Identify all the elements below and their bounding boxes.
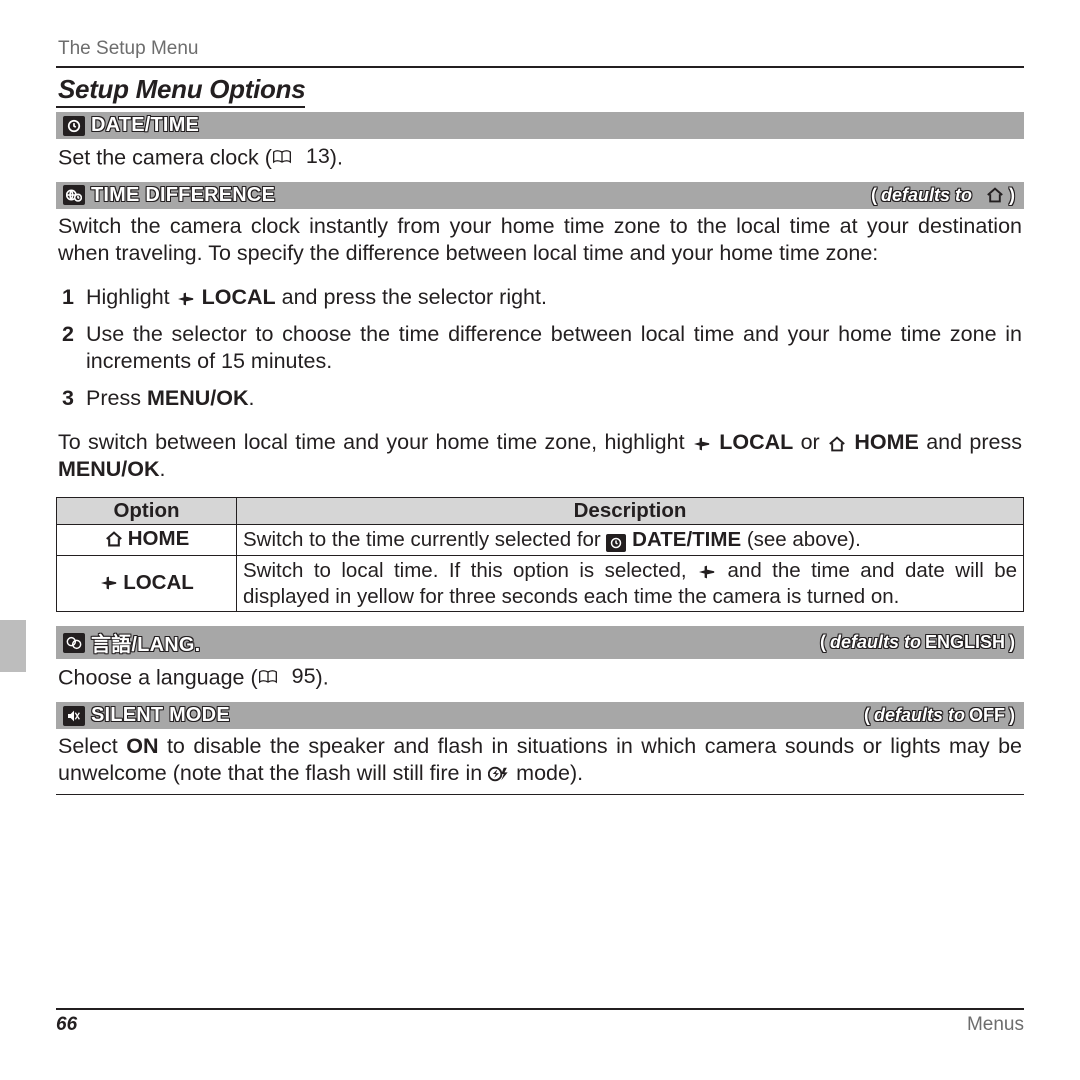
step-1: 1 Highlight LOCAL and press the selector… bbox=[62, 284, 1022, 311]
text: Set the camera clock ( bbox=[58, 146, 272, 170]
default-label: defaults to bbox=[881, 185, 972, 206]
local-label: LOCAL bbox=[202, 285, 276, 309]
page-ref-icon bbox=[258, 669, 278, 685]
header-date-time: DATE/TIME bbox=[56, 112, 1024, 139]
globe-clock-icon bbox=[63, 185, 85, 205]
text: To switch between local time and your ho… bbox=[58, 430, 692, 454]
header-title: SILENT MODE bbox=[91, 704, 230, 727]
date-time-body: Set the camera clock ( 13). bbox=[56, 139, 1024, 180]
header-title: 言語/LANG. bbox=[91, 628, 200, 657]
plane-icon bbox=[99, 575, 119, 591]
home-icon bbox=[104, 531, 124, 547]
header-default: (defaults to ENGLISH) bbox=[820, 632, 1015, 653]
text: ). bbox=[330, 146, 343, 170]
running-head: The Setup Menu bbox=[56, 38, 1024, 60]
header-title: TIME DIFFERENCE bbox=[91, 184, 275, 207]
text: and press bbox=[919, 430, 1022, 454]
plane-icon bbox=[692, 436, 712, 452]
local-label: LOCAL bbox=[719, 430, 793, 454]
clock-icon bbox=[606, 534, 626, 552]
table-row: HOME Switch to the time currently select… bbox=[57, 525, 1024, 556]
text: mode). bbox=[510, 761, 583, 785]
manual-page: The Setup Menu Setup Menu Options DATE/T… bbox=[0, 0, 1080, 795]
time-diff-after: To switch between local time and your ho… bbox=[56, 429, 1024, 492]
page-ref-icon bbox=[272, 149, 292, 165]
default-label: defaults to bbox=[830, 632, 921, 653]
table-row: LOCAL Switch to local time. If this opti… bbox=[57, 555, 1024, 611]
step-number: 2 bbox=[62, 321, 78, 376]
default-value: OFF bbox=[969, 705, 1005, 726]
desc-local: Switch to local time. If this option is … bbox=[237, 555, 1024, 611]
lang-body: Choose a language ( 95). bbox=[56, 659, 1024, 700]
on-label: ON bbox=[126, 734, 158, 758]
menu-ok: MENU/OK bbox=[58, 457, 160, 481]
header-default: (defaults to ) bbox=[871, 185, 1015, 206]
th-option: Option bbox=[57, 498, 237, 525]
header-lang: 言語/LANG. (defaults to ENGLISH) bbox=[56, 626, 1024, 659]
page-ref: 95 bbox=[292, 663, 316, 690]
time-diff-steps: 1 Highlight LOCAL and press the selector… bbox=[56, 276, 1024, 429]
thumb-tab bbox=[0, 620, 26, 672]
page-number: 66 bbox=[56, 1014, 77, 1036]
menu-ok: MENU/OK bbox=[147, 386, 249, 410]
option-local: LOCAL bbox=[57, 555, 237, 611]
footer-label: Menus bbox=[967, 1014, 1024, 1036]
step-2: 2 Use the selector to choose the time di… bbox=[62, 321, 1022, 376]
time-diff-body: Switch the camera clock instantly from y… bbox=[56, 209, 1024, 276]
home-icon bbox=[827, 436, 847, 452]
text: Select bbox=[58, 734, 126, 758]
header-time-difference: TIME DIFFERENCE (defaults to ) bbox=[56, 182, 1024, 209]
text: Use the selector to choose the time diff… bbox=[86, 321, 1022, 376]
title-jp: 言語/ bbox=[91, 634, 137, 656]
silent-icon bbox=[63, 706, 85, 726]
text: . bbox=[160, 457, 166, 481]
text: (see above). bbox=[741, 528, 861, 551]
label-text: LOCAL bbox=[123, 571, 194, 595]
page-footer: 66 Menus bbox=[56, 1008, 1024, 1036]
section-title-row: Setup Menu Options bbox=[56, 74, 1024, 110]
home-label: HOME bbox=[854, 430, 919, 454]
silent-body: Select ON to disable the speaker and fla… bbox=[56, 729, 1024, 795]
header-silent-mode: SILENT MODE (defaults to OFF) bbox=[56, 702, 1024, 729]
step-3: 3 Press MENU/OK. bbox=[62, 385, 1022, 412]
plane-icon bbox=[176, 291, 196, 307]
step-number: 3 bbox=[62, 385, 78, 412]
desc-home: Switch to the time currently selected fo… bbox=[237, 525, 1024, 556]
text: Press bbox=[86, 386, 147, 410]
flash-mode-icon bbox=[488, 765, 510, 783]
plane-icon bbox=[697, 564, 717, 580]
option-home: HOME bbox=[57, 525, 237, 556]
page-ref: 13 bbox=[306, 143, 330, 170]
text: . bbox=[248, 386, 254, 410]
header-default: (defaults to OFF) bbox=[864, 705, 1015, 726]
text: Switch to local time. If this option is … bbox=[243, 559, 697, 582]
label-text: HOME bbox=[128, 527, 190, 551]
title-en: LANG. bbox=[137, 634, 200, 656]
th-description: Description bbox=[237, 498, 1024, 525]
text: Choose a language ( bbox=[58, 666, 258, 690]
date-time-ref: DATE/TIME bbox=[632, 528, 741, 551]
text: ). bbox=[316, 666, 329, 690]
text: Switch to the time currently selected fo… bbox=[243, 528, 606, 551]
text: or bbox=[793, 430, 827, 454]
default-label: defaults to bbox=[874, 705, 965, 726]
home-icon bbox=[985, 187, 1005, 203]
text: and press the selector right. bbox=[276, 285, 547, 309]
clock-icon bbox=[63, 116, 85, 136]
option-table: Option Description HOME Switch to the ti… bbox=[56, 497, 1024, 612]
lang-icon bbox=[63, 633, 85, 653]
header-title: DATE/TIME bbox=[91, 114, 199, 137]
default-value: ENGLISH bbox=[925, 632, 1005, 653]
section-title: Setup Menu Options bbox=[56, 74, 305, 108]
text: Highlight bbox=[86, 285, 176, 309]
rule-top bbox=[56, 66, 1024, 68]
step-number: 1 bbox=[62, 284, 78, 311]
